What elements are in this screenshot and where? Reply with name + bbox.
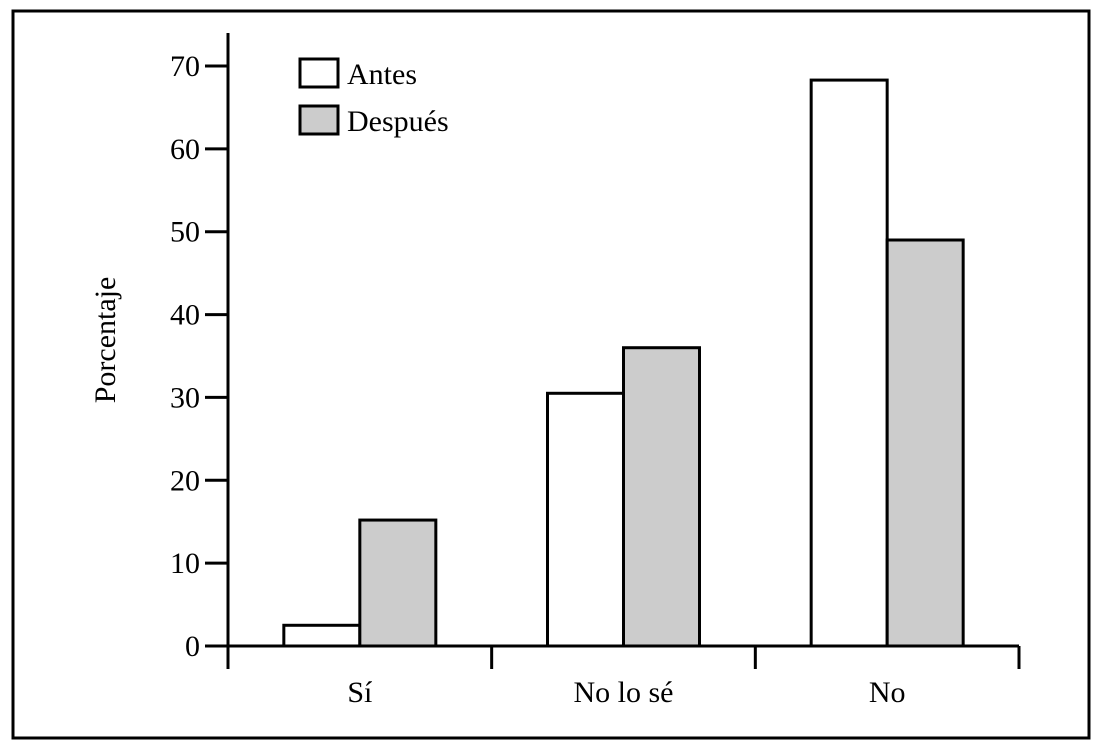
bar-despues [622, 346, 701, 648]
bar-antes [809, 78, 889, 648]
legend: Antes Después [298, 57, 449, 138]
bar-despues [885, 238, 965, 648]
y-tick-label: 50 [170, 216, 200, 249]
legend-swatch [298, 104, 340, 136]
x-category-label: No [869, 676, 906, 709]
y-tick-label: 40 [170, 299, 200, 332]
bar-antes [282, 623, 362, 648]
legend-swatch [298, 57, 340, 89]
y-tick-label: 60 [170, 133, 200, 166]
y-axis: 0 10 20 30 40 50 60 70 [170, 33, 230, 663]
x-category-label: Sí [347, 676, 373, 709]
y-tick-label: 0 [185, 630, 200, 663]
y-axis-title: Porcentaje [89, 277, 122, 404]
bar-antes [546, 391, 625, 648]
y-tick-label: 70 [170, 50, 200, 83]
legend-label: Antes [347, 58, 417, 91]
y-tick-label: 20 [170, 464, 200, 497]
bars [282, 78, 965, 648]
bar-despues [358, 518, 438, 648]
x-category-label: No lo sé [574, 676, 674, 709]
legend-label: Después [347, 105, 449, 138]
y-tick-label: 30 [170, 381, 200, 414]
y-tick-label: 10 [170, 547, 200, 580]
